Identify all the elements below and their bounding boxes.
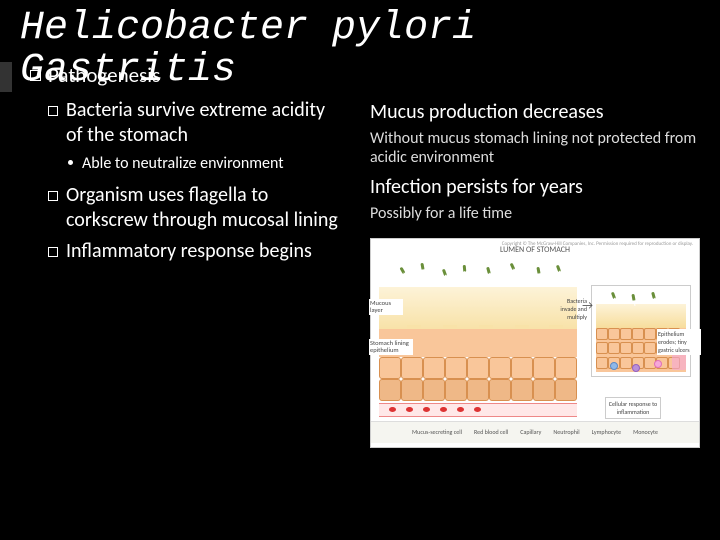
content-columns: Pathogenesis Bacteria survive extreme ac… bbox=[0, 92, 720, 448]
epithelial-cell bbox=[533, 379, 555, 401]
legend-mucus: Mucus-secreting cell bbox=[412, 428, 462, 436]
inset-cell bbox=[632, 342, 644, 354]
bacterium-icon bbox=[556, 264, 561, 272]
red-blood-cell bbox=[406, 407, 413, 412]
epithelial-cell bbox=[511, 357, 533, 379]
legend-neutrophil: Neutrophil bbox=[553, 428, 579, 436]
capillary bbox=[379, 403, 577, 417]
label-epithelium-erodes: Epithelium erodes; tiny gastric ulcers bbox=[657, 329, 701, 355]
inset-mucus bbox=[596, 304, 686, 328]
epithelial-cell bbox=[511, 379, 533, 401]
bacterium-icon bbox=[536, 266, 540, 273]
bullet-text: Pathogenesis bbox=[48, 62, 160, 88]
inset-cell bbox=[608, 328, 620, 340]
mucus-layer bbox=[379, 287, 577, 329]
bullet-bacteria-survive: Bacteria survive extreme acidity of the … bbox=[30, 98, 340, 148]
inset-cell bbox=[632, 328, 644, 340]
epithelial-cell bbox=[401, 357, 423, 379]
epithelial-cell bbox=[423, 357, 445, 379]
diagram-title: LUMEN OF STOMACH bbox=[371, 245, 699, 255]
bacterium-icon bbox=[486, 266, 491, 274]
red-blood-cell bbox=[474, 407, 481, 412]
inset-cell bbox=[644, 342, 656, 354]
epithelial-cell bbox=[467, 379, 489, 401]
epithelial-cell bbox=[445, 357, 467, 379]
bacterium-icon bbox=[510, 262, 516, 270]
epithelial-cell bbox=[533, 357, 555, 379]
bullet-flagella: Organism uses flagella to corkscrew thro… bbox=[30, 183, 340, 233]
red-blood-cell bbox=[389, 407, 396, 412]
legend-rbc: Red blood cell bbox=[474, 428, 508, 436]
inset-cell bbox=[620, 357, 632, 369]
right-sub-mucus: Without mucus stomach lining not protect… bbox=[370, 129, 700, 167]
left-column: Pathogenesis Bacteria survive extreme ac… bbox=[30, 92, 340, 448]
epithelial-cell bbox=[555, 357, 577, 379]
bullet-text: Able to neutralize environment bbox=[82, 154, 284, 173]
inset-cell bbox=[596, 342, 608, 354]
bacterium-icon bbox=[442, 268, 447, 276]
legend-monocyte: Monocyte bbox=[633, 428, 658, 436]
stomach-diagram: Copyright © The McGraw-Hill Companies, I… bbox=[370, 238, 700, 448]
bullet-pathogenesis: Pathogenesis bbox=[30, 62, 340, 88]
inset-cell bbox=[608, 342, 620, 354]
inset-cell bbox=[620, 342, 632, 354]
monocyte-icon bbox=[654, 360, 662, 368]
red-blood-cell bbox=[457, 407, 464, 412]
epithelial-cell bbox=[445, 379, 467, 401]
epithelial-cell bbox=[423, 379, 445, 401]
bacterium-icon bbox=[420, 262, 424, 269]
title-accent-bar bbox=[0, 62, 12, 92]
right-sub-infection: Possibly for a life time bbox=[370, 204, 700, 223]
legend-capillary: Capillary bbox=[520, 428, 541, 436]
bacterium-icon bbox=[631, 293, 635, 300]
right-heading-mucus: Mucus production decreases bbox=[370, 100, 700, 125]
right-column: Mucus production decreases Without mucus… bbox=[370, 92, 700, 448]
epithelial-cell bbox=[467, 357, 489, 379]
bullet-inflammatory: Inflammatory response begins bbox=[30, 239, 340, 264]
epithelial-cell bbox=[379, 357, 401, 379]
bacterium-icon bbox=[399, 266, 405, 274]
epithelial-row bbox=[379, 379, 577, 401]
label-cellular-response: Cellular response to inflammation bbox=[605, 397, 661, 419]
epithelial-cell bbox=[555, 379, 577, 401]
label-mucous-layer: Mucous layer bbox=[369, 299, 403, 315]
red-blood-cell bbox=[440, 407, 447, 412]
red-blood-cell bbox=[423, 407, 430, 412]
diagram-legend: Mucus-secreting cell Red blood cell Capi… bbox=[371, 421, 699, 443]
inset-cell bbox=[620, 328, 632, 340]
inset-cell bbox=[596, 357, 608, 369]
inset-cell bbox=[644, 328, 656, 340]
arrow-icon: → bbox=[582, 299, 593, 313]
bullet-text: Organism uses flagella to corkscrew thro… bbox=[66, 183, 338, 232]
bullet-neutralize: Able to neutralize environment bbox=[30, 154, 340, 173]
title-line-1: Helicobacter pylori bbox=[20, 6, 476, 51]
bacterium-icon bbox=[611, 291, 616, 299]
right-heading-infection: Infection persists for years bbox=[370, 175, 700, 200]
epithelial-cell bbox=[401, 379, 423, 401]
lymphocyte-icon bbox=[632, 364, 640, 372]
epithelial-row bbox=[379, 357, 577, 379]
bullet-text: Bacteria survive extreme acidity of the … bbox=[66, 98, 325, 147]
bacterium-icon bbox=[463, 264, 467, 271]
epithelial-cell bbox=[489, 357, 511, 379]
bacterium-icon bbox=[651, 291, 656, 299]
epithelial-cell bbox=[489, 379, 511, 401]
label-stomach-lining: Stomach lining epithelium bbox=[369, 339, 413, 355]
bullet-text: Inflammatory response begins bbox=[66, 239, 312, 263]
inset-cell bbox=[596, 328, 608, 340]
neutrophil-icon bbox=[610, 362, 618, 370]
epithelial-cell bbox=[379, 379, 401, 401]
legend-lymphocyte: Lymphocyte bbox=[592, 428, 621, 436]
